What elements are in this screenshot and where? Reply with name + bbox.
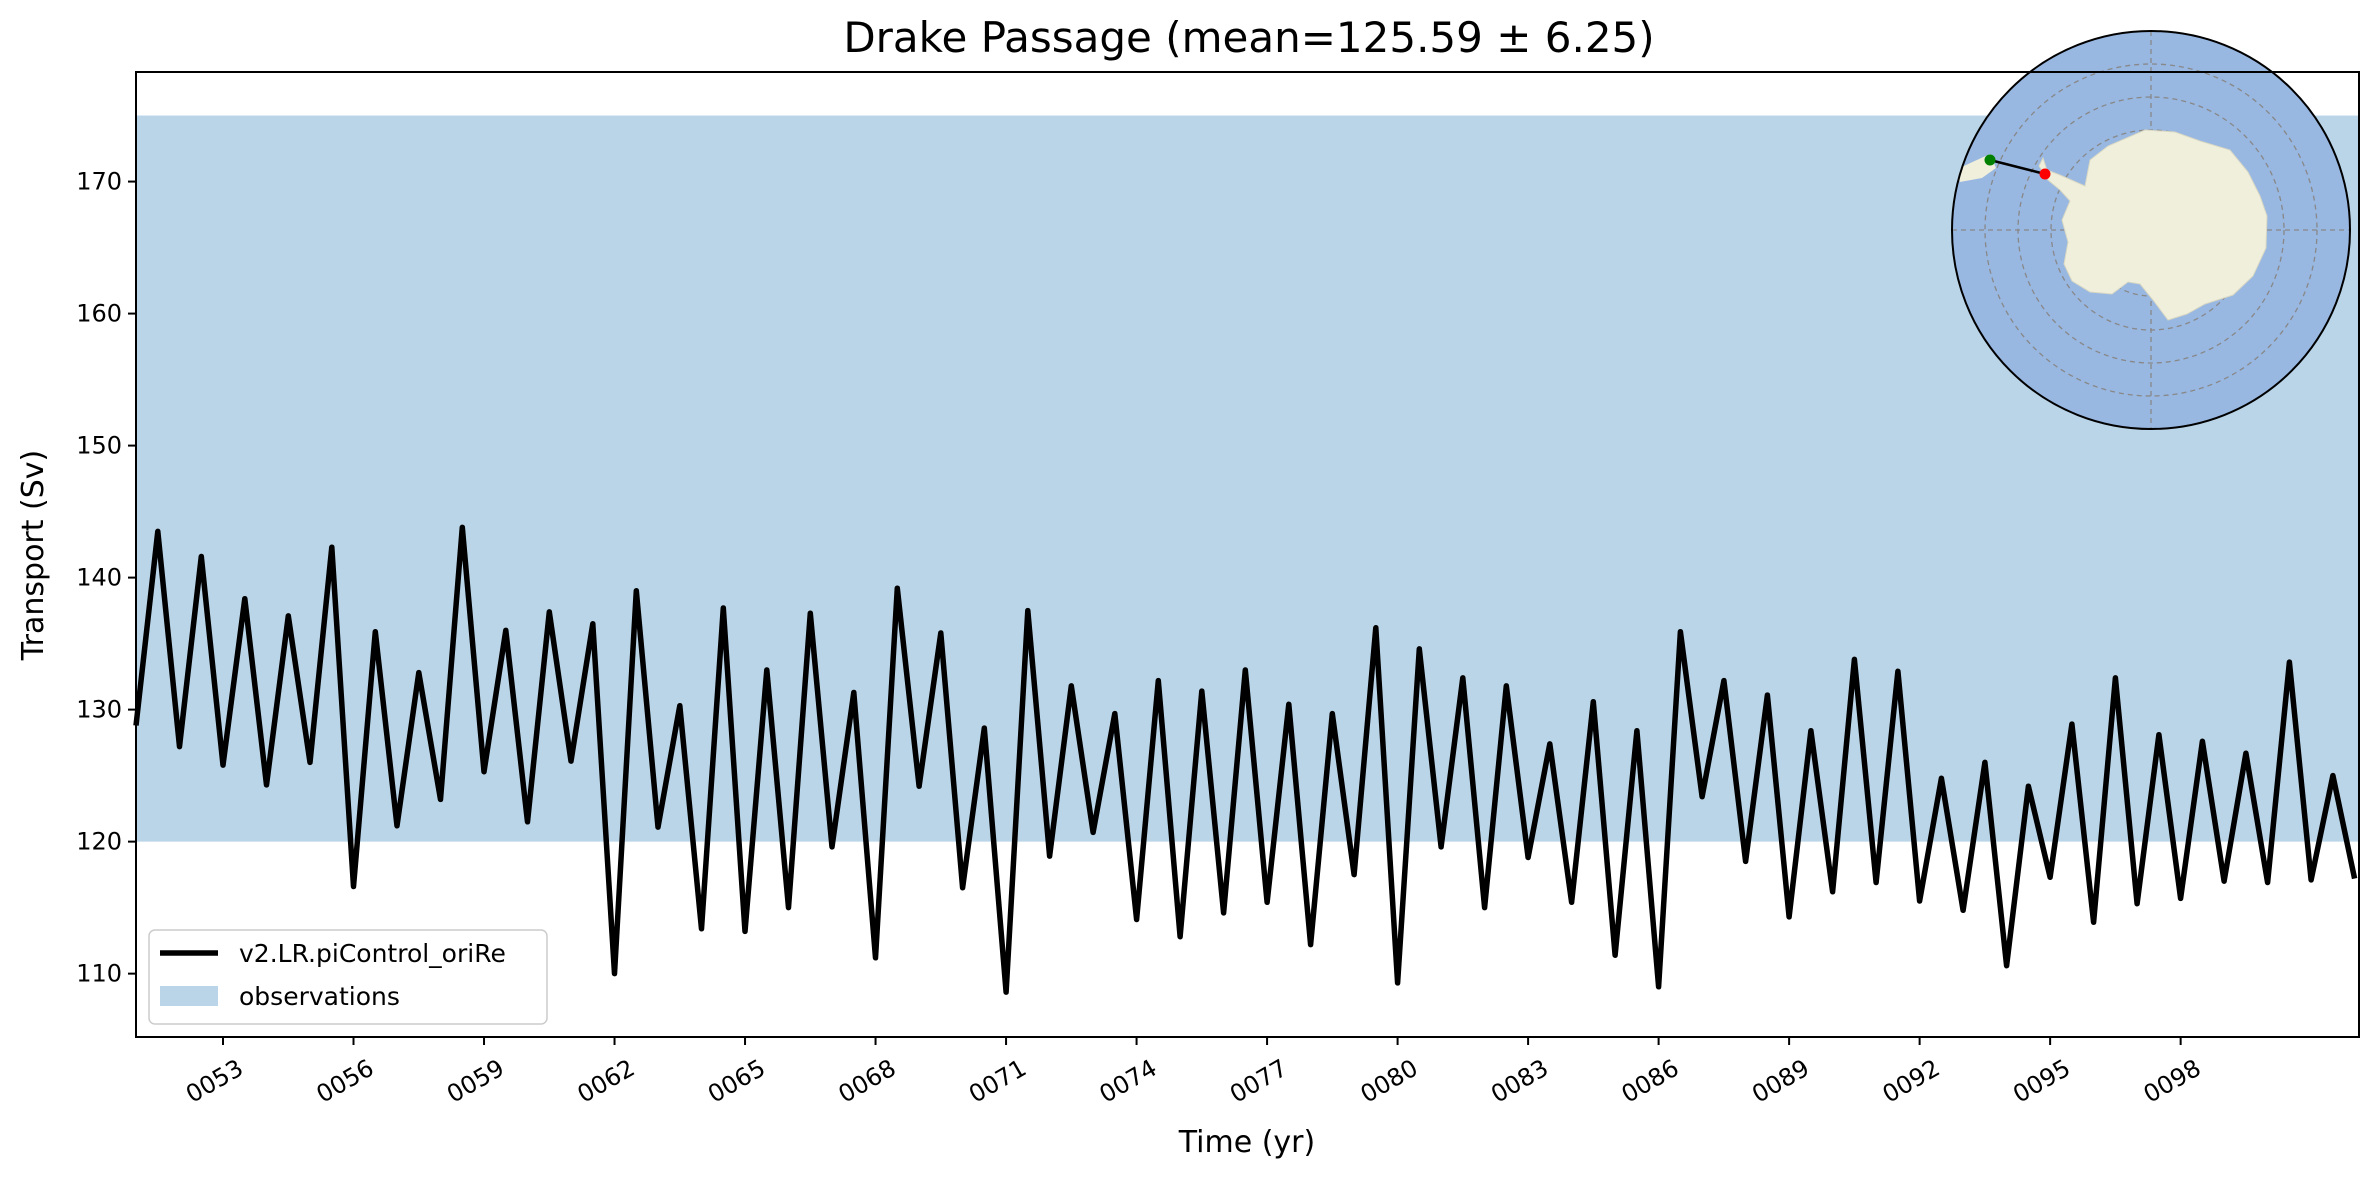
- x-tick-label: 0080: [1356, 1054, 1423, 1109]
- x-tick-label: 0083: [1486, 1054, 1553, 1109]
- x-tick-label: 0071: [964, 1054, 1031, 1109]
- x-tick-label: 0053: [181, 1054, 248, 1109]
- x-tick-label: 0092: [1878, 1054, 1945, 1109]
- x-tick-label: 0065: [703, 1054, 770, 1109]
- x-tick-label: 0056: [312, 1054, 379, 1109]
- y-tick-label: 130: [76, 696, 122, 724]
- drake-section-line: [1989, 158, 2046, 176]
- y-tick-label: 150: [76, 432, 122, 460]
- x-tick-label: 0095: [2008, 1054, 2075, 1109]
- x-axis-label: Time (yr): [1178, 1125, 1315, 1160]
- y-tick-label: 170: [76, 168, 122, 196]
- legend-label-observations: observations: [239, 982, 400, 1011]
- y-tick-label: 120: [76, 828, 122, 856]
- map-border: [1951, 30, 2351, 430]
- y-axis-ticks: 110 120 130 140 150 160 170: [76, 168, 136, 988]
- section-end-point: [2039, 168, 2051, 180]
- x-tick-label: 0077: [1225, 1054, 1292, 1109]
- x-tick-label: 0062: [573, 1054, 640, 1109]
- legend-label-series: v2.LR.piControl_oriRe: [239, 939, 506, 968]
- antarctic-inset-map: [1951, 30, 2351, 430]
- x-tick-label: 0074: [1095, 1054, 1162, 1109]
- legend-box: [148, 929, 548, 1025]
- legend-band-swatch: [160, 986, 218, 1006]
- x-tick-label: 0059: [442, 1054, 509, 1109]
- x-tick-label: 0086: [1617, 1054, 1684, 1109]
- legend: v2.LR.piControl_oriRe observations: [148, 929, 548, 1025]
- chart-title: Drake Passage (mean=125.59 ± 6.25): [843, 13, 1654, 62]
- series-line-v2-lr-picontrol: [133, 524, 2358, 995]
- x-tick-label: 0068: [834, 1054, 901, 1109]
- x-axis-ticks: 0053 0056 0059 0062 0065 0068 0071 0074 0077 0080…: [181, 1037, 2206, 1109]
- x-tick-label: 0089: [1747, 1054, 1814, 1109]
- section-start-point: [1984, 154, 1996, 166]
- y-tick-label: 110: [76, 960, 122, 988]
- y-axis-label: Transport (Sv): [16, 450, 51, 662]
- x-tick-label: 0098: [2139, 1054, 2206, 1109]
- plot-frame: [135, 71, 2360, 1038]
- y-tick-label: 160: [76, 300, 122, 328]
- antarctica-landmass: [2038, 129, 2268, 321]
- y-tick-label: 140: [76, 564, 122, 592]
